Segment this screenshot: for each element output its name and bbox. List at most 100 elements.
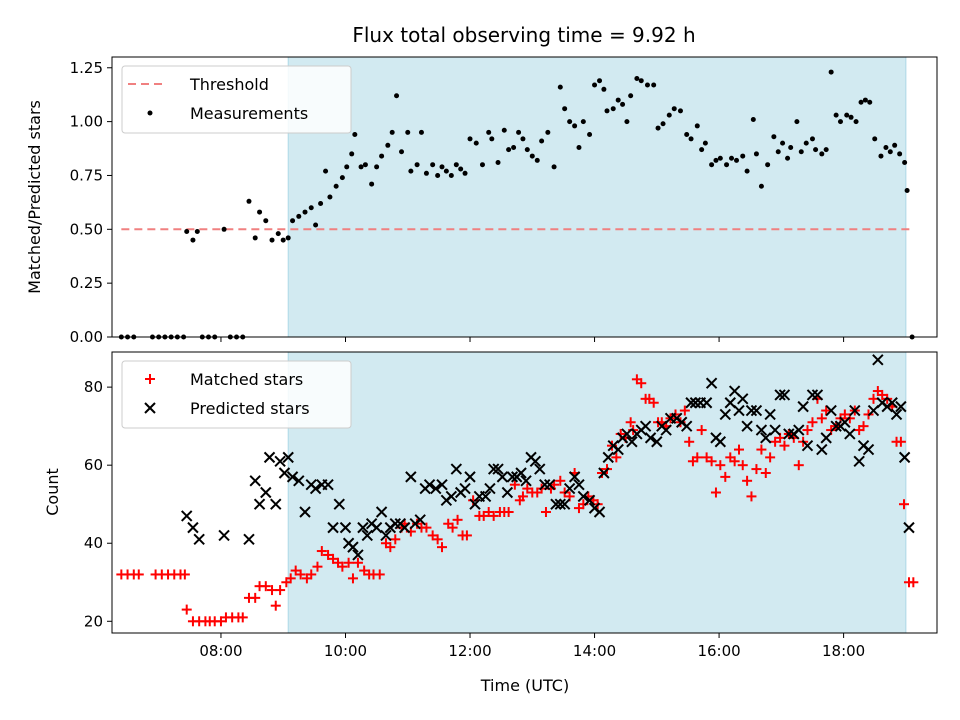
measurement-point [349, 151, 355, 157]
measurement-point [221, 226, 227, 232]
measurement-point [634, 76, 640, 82]
predicted-star-point [534, 463, 546, 475]
marker-d2 [797, 400, 809, 413]
predicted-star-point [218, 529, 230, 542]
predicted-star-point [862, 443, 875, 456]
matched-star-point [648, 397, 659, 408]
marker-d2 [405, 471, 417, 483]
legend-label: Measurements [190, 104, 308, 123]
predicted-star-point [286, 471, 299, 483]
measurement-point [813, 147, 819, 153]
marker-d2 [825, 404, 837, 417]
predicted-star-point [797, 400, 809, 413]
marker-d2 [484, 482, 496, 495]
measurement-point [833, 112, 839, 118]
marker-d2 [496, 471, 509, 483]
measurement-point [904, 188, 910, 194]
predicted-star-point [278, 467, 291, 479]
measurement-point [775, 149, 781, 155]
predicted-star-point [593, 506, 606, 518]
y-tick-label: 1.00 [70, 113, 103, 131]
measurement-point [702, 140, 708, 146]
measurement-point [263, 218, 269, 224]
matched-star-point [295, 569, 306, 580]
marker-d2 [380, 529, 392, 542]
measurement-point [511, 144, 517, 150]
matched-star-point [696, 425, 707, 436]
matched-star-point [503, 507, 514, 518]
matched-star-point [447, 522, 458, 533]
top-ylabel: Matched/Predicted stars [25, 100, 44, 294]
matched-star-point [734, 444, 744, 455]
measurement-point [592, 82, 598, 88]
measurement-point [567, 119, 573, 125]
measurement-point [551, 164, 557, 170]
matched-star-point [250, 592, 261, 603]
predicted-star-point [689, 397, 702, 409]
marker-d2 [282, 451, 294, 464]
legend-predicted-handle-2 [144, 402, 156, 414]
predicted-star-point [539, 478, 551, 491]
predicted-star-point [260, 486, 272, 499]
predicted-star-point [793, 424, 805, 436]
marker-d2 [506, 471, 519, 483]
measurement-point [423, 170, 429, 176]
legend-label: Predicted stars [190, 399, 310, 418]
measurement-point [892, 142, 898, 148]
predicted-star-point [430, 482, 442, 495]
matched-star-point [337, 561, 348, 572]
measurement-point [601, 86, 607, 92]
measurement-point [246, 198, 252, 204]
predicted-star-point [484, 482, 496, 495]
measurement-point [709, 162, 715, 168]
predicted-star-point [660, 424, 672, 436]
predicted-star-point [903, 521, 915, 534]
measurement-point [823, 147, 829, 153]
predicted-star-point [745, 404, 758, 417]
matched-star-point [821, 405, 832, 416]
measurement-point [788, 144, 794, 150]
matched-star-point [625, 417, 636, 428]
matched-star-point [751, 464, 762, 475]
measurement-point [576, 144, 582, 150]
predicted-star-point [496, 471, 509, 483]
measurement-point [750, 116, 756, 122]
marker-d2 [243, 533, 255, 546]
marker-d2 [347, 541, 359, 553]
predicted-star-point [685, 397, 697, 409]
predicted-star-point [327, 521, 339, 534]
predicted-star-point [464, 471, 476, 483]
marker-d2 [700, 397, 713, 409]
measurement-point [495, 160, 501, 166]
measurement-point [597, 78, 603, 84]
marker-d2 [278, 467, 291, 479]
x-tick-label: 12:00 [448, 642, 491, 660]
measurement-point [520, 136, 526, 142]
predicted-star-point [520, 475, 532, 487]
marker-d2 [639, 420, 652, 432]
predicted-star-point [501, 486, 514, 499]
predicted-star-point [741, 420, 753, 432]
marker-d2 [816, 443, 828, 456]
measurement-point [333, 183, 339, 189]
marker-d2 [573, 478, 585, 491]
marker-d2 [550, 498, 562, 510]
predicted-star-point [293, 475, 305, 487]
measurement-point [837, 119, 843, 125]
marker-d2 [459, 482, 471, 495]
measurement-point [902, 160, 908, 166]
measurement-point [699, 147, 705, 153]
x-tick-label: 10:00 [324, 642, 367, 660]
measurement-point [479, 162, 485, 168]
measurement-point [435, 172, 441, 178]
measurement-point [414, 162, 420, 168]
measurement-point [418, 129, 424, 135]
marker-d2 [783, 428, 795, 440]
marker-d2 [293, 475, 305, 487]
predicted-star-point [322, 478, 334, 491]
measurement-point [780, 140, 786, 146]
measurement-point [184, 228, 190, 234]
matched-star-point [555, 475, 566, 486]
matched-star-point [374, 569, 385, 580]
marker-d2 [423, 478, 436, 491]
